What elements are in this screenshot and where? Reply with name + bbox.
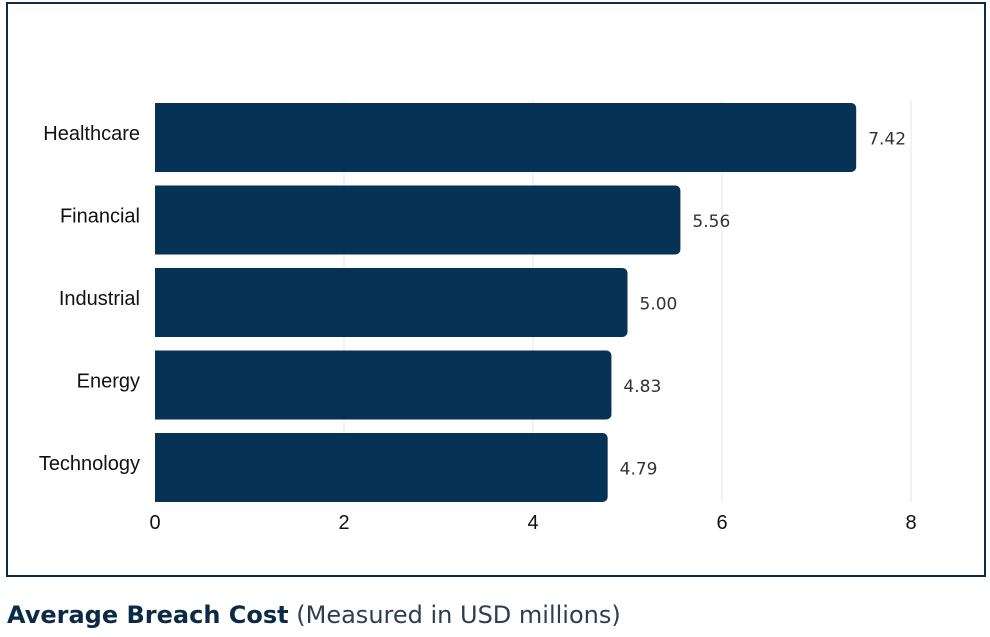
bar-healthcare	[155, 103, 857, 172]
value-labels: 7.42 5.56 5.00 4.83 4.79	[620, 130, 906, 480]
value-label-healthcare: 7.42	[868, 130, 906, 150]
bars	[155, 103, 857, 502]
category-labels: Healthcare Financial Industrial Energy Techn…	[39, 123, 140, 475]
bar-technology	[155, 433, 608, 502]
bar-industrial	[155, 268, 628, 337]
category-label-energy: Energy	[77, 370, 140, 392]
category-label-industrial: Industrial	[59, 288, 140, 310]
value-label-technology: 4.79	[620, 460, 658, 480]
bar-financial	[155, 185, 681, 255]
x-tick-labels: 0 2 4 6 8	[149, 512, 916, 534]
bar-edge-industrial	[155, 268, 163, 337]
bar-edge-technology	[155, 433, 163, 502]
value-label-financial: 5.56	[692, 212, 730, 232]
bar-edge-energy	[155, 350, 163, 420]
category-label-technology: Technology	[39, 453, 140, 475]
category-label-financial: Financial	[60, 205, 140, 227]
caption-title: Average Breach Cost	[7, 601, 289, 629]
bar-energy	[155, 350, 612, 420]
x-tick-2: 2	[338, 512, 349, 534]
x-tick-0: 0	[149, 512, 160, 534]
value-label-industrial: 5.00	[640, 295, 678, 315]
caption-subtitle: (Measured in USD millions)	[296, 601, 621, 629]
bar-edge-healthcare	[155, 103, 163, 172]
x-tick-6: 6	[716, 512, 727, 534]
x-tick-8: 8	[905, 512, 916, 534]
category-label-healthcare: Healthcare	[43, 123, 140, 145]
bar-edge-financial	[155, 185, 163, 255]
value-label-energy: 4.83	[623, 377, 661, 397]
x-tick-4: 4	[527, 512, 538, 534]
chart-caption: Average Breach Cost (Measured in USD mil…	[7, 601, 621, 629]
